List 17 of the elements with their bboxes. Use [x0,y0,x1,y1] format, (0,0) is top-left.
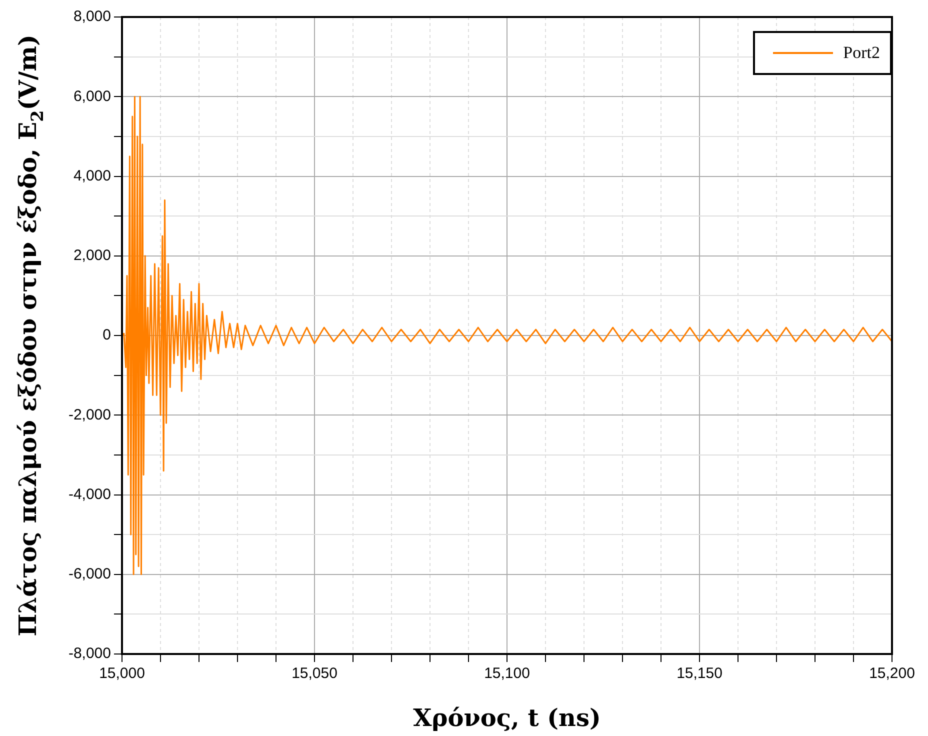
legend-label: Port2 [843,43,880,63]
y-tick-label: 8,000 [73,8,111,26]
x-tick-label: 15,000 [99,665,145,682]
x-axis-title: Χρόνος, t (ns) [413,703,601,732]
y-tick-label: -4,000 [68,486,111,503]
y-tick-label: -6,000 [68,566,111,583]
x-tick-label: 15,050 [292,665,338,682]
y-tick-label: 4,000 [73,167,111,184]
y-tick-label: -2,000 [68,406,111,424]
y-axis-title: Πλάτος παλμού εξόδου στην έξοδο, E2(V/m) [13,34,48,636]
y-tick-label: -8,000 [68,645,111,662]
x-tick-label: 15,100 [484,665,530,682]
y-tick-label: 2,000 [73,247,111,264]
y-tick-label: 0 [102,326,111,344]
x-tick-label: 15,150 [676,665,722,682]
y-tick-label: 6,000 [73,88,111,105]
x-tick-label: 15,200 [869,665,915,682]
